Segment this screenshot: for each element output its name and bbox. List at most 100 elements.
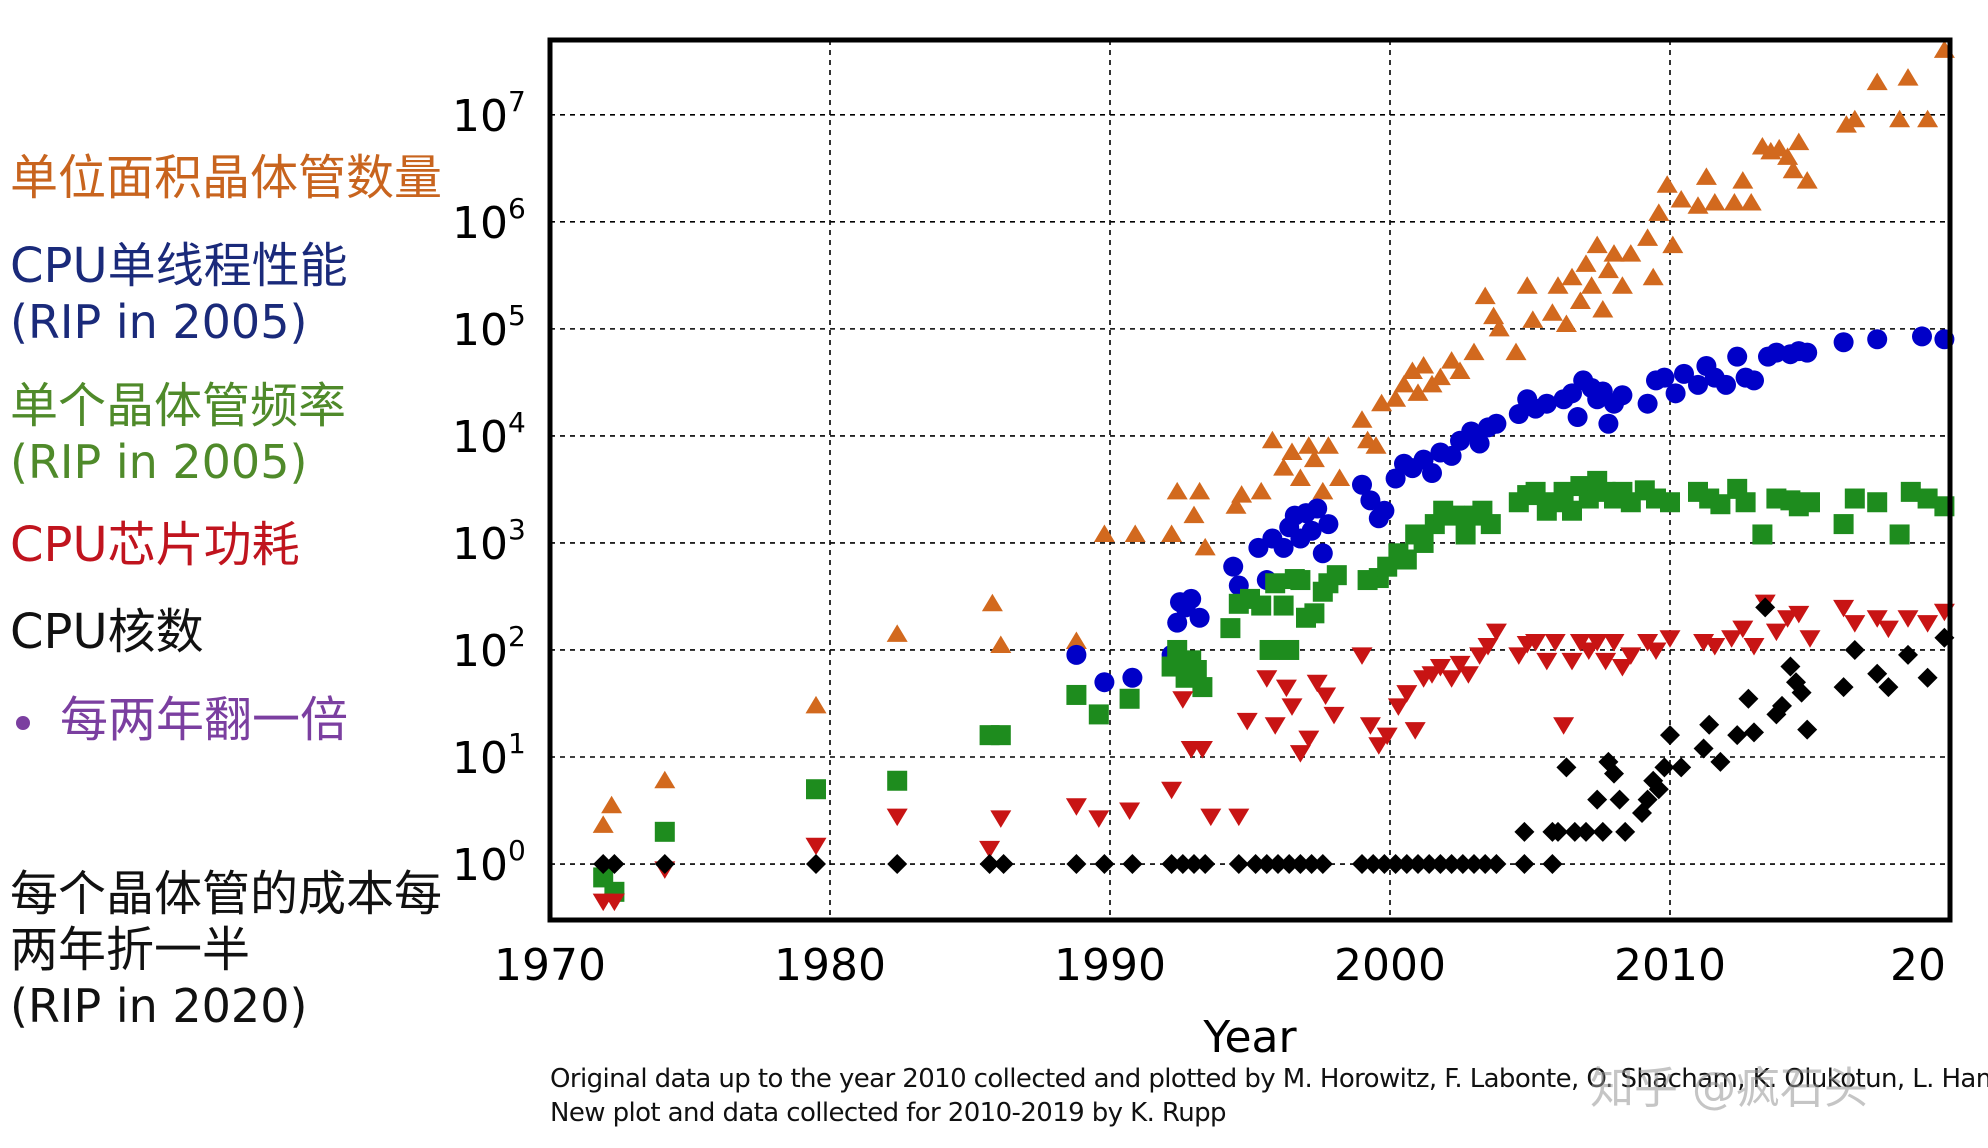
y-tick-base: 10 bbox=[452, 840, 508, 891]
x-tick-label: 2010 bbox=[1614, 940, 1726, 991]
cores-point bbox=[1195, 854, 1216, 875]
transistor-count-point bbox=[1413, 355, 1435, 374]
y-tick-label: 105 bbox=[452, 299, 526, 356]
y-tick-exponent: 7 bbox=[508, 85, 526, 118]
single-thread-point bbox=[1181, 588, 1202, 609]
cores-point bbox=[1542, 854, 1563, 875]
cores-point bbox=[1161, 854, 1182, 875]
transistor-count-point bbox=[1889, 109, 1911, 128]
single-thread-point bbox=[1223, 556, 1244, 577]
power-point bbox=[1620, 647, 1642, 665]
power-point bbox=[1917, 615, 1939, 633]
transistor-count-point bbox=[1522, 310, 1544, 328]
cores-point bbox=[1245, 854, 1266, 875]
frequency-point bbox=[1455, 524, 1476, 545]
watermark: 知乎 @疯石头 bbox=[1590, 1063, 1868, 1114]
power-point bbox=[886, 808, 908, 827]
cores-point bbox=[1564, 821, 1585, 842]
power-point bbox=[1088, 810, 1110, 828]
legend-cost-line1: 每个晶体管的成本每 bbox=[10, 866, 443, 922]
power-point bbox=[1743, 638, 1765, 656]
transistor-count-point bbox=[1866, 72, 1888, 91]
single-thread-point bbox=[1716, 374, 1736, 395]
frequency-point bbox=[1251, 595, 1272, 616]
single-thread-point bbox=[1567, 407, 1588, 428]
transistor-count-point bbox=[1642, 267, 1664, 286]
power-point bbox=[979, 840, 1001, 859]
power-point bbox=[1161, 781, 1183, 800]
cores-point bbox=[1878, 677, 1899, 698]
cores-point bbox=[1290, 854, 1311, 875]
y-tick-label: 107 bbox=[452, 85, 526, 142]
frequency-point bbox=[1800, 492, 1820, 513]
single-thread-point bbox=[1441, 445, 1462, 466]
cores-point bbox=[1556, 757, 1577, 778]
transistor-count-point bbox=[1547, 276, 1569, 294]
single-thread-point bbox=[1637, 393, 1658, 414]
x-tick-label: 2000 bbox=[1334, 940, 1446, 991]
power-point bbox=[1477, 638, 1499, 656]
y-tick-label: 104 bbox=[452, 406, 526, 463]
cores-point bbox=[1576, 821, 1596, 842]
transistor-count-point bbox=[1250, 481, 1272, 500]
transistor-count-point bbox=[1365, 436, 1387, 454]
power-point bbox=[1765, 623, 1787, 642]
cores-point bbox=[1514, 821, 1535, 842]
frequency-point bbox=[1889, 524, 1910, 545]
cores-point bbox=[1898, 644, 1918, 665]
frequency-point bbox=[1192, 677, 1213, 698]
single-thread-point bbox=[1307, 498, 1328, 519]
legend-cores: CPU核数 bbox=[10, 604, 204, 660]
single-thread-point bbox=[1654, 367, 1675, 388]
single-thread-point bbox=[1833, 332, 1854, 353]
cores-point bbox=[1475, 854, 1496, 875]
transistor-count-point bbox=[1429, 367, 1451, 386]
transistor-count-point bbox=[592, 815, 614, 833]
cores-point bbox=[1710, 751, 1731, 772]
power-point bbox=[1449, 655, 1471, 674]
legend-frequency: 单个晶体管频率 (RIP in 2005) bbox=[10, 378, 346, 490]
power-point bbox=[1536, 652, 1558, 671]
transistor-count-point bbox=[1401, 361, 1423, 379]
transistor-count-point bbox=[1768, 138, 1790, 157]
cores-point bbox=[1660, 725, 1680, 746]
power-point bbox=[1065, 798, 1087, 816]
transistor-count-point bbox=[1065, 631, 1087, 649]
frequency-point bbox=[1413, 532, 1434, 553]
frequency-point bbox=[1735, 492, 1756, 513]
cores-point bbox=[1094, 854, 1115, 875]
single-thread-point bbox=[1312, 543, 1333, 564]
frequency-point bbox=[1279, 639, 1300, 660]
transistor-count-point bbox=[1488, 318, 1510, 337]
single-thread-point bbox=[1744, 370, 1764, 391]
cores-point bbox=[1592, 821, 1613, 842]
credits-line-1: Original data up to the year 2010 collec… bbox=[550, 1064, 1988, 1094]
y-tick-label: 101 bbox=[452, 727, 526, 784]
power-point bbox=[1508, 647, 1530, 665]
transistor-count-point bbox=[1740, 192, 1762, 211]
frequency-point bbox=[1900, 481, 1921, 502]
single-thread-point bbox=[1360, 490, 1381, 511]
power-point bbox=[805, 837, 827, 856]
power-point bbox=[1457, 666, 1479, 684]
cores-point bbox=[1615, 821, 1636, 842]
transistor-count-point bbox=[1303, 449, 1325, 468]
cores-point bbox=[1374, 854, 1395, 875]
power-point bbox=[1544, 633, 1566, 652]
y-tick-base: 10 bbox=[452, 305, 508, 356]
cores-point bbox=[806, 854, 826, 875]
power-point bbox=[1236, 712, 1258, 731]
cores-point bbox=[1352, 854, 1372, 875]
transistor-count-point bbox=[1569, 291, 1591, 310]
power-point bbox=[1525, 633, 1547, 652]
cores-point bbox=[1548, 821, 1568, 842]
frequency-point bbox=[1444, 505, 1465, 526]
y-tick-exponent: 2 bbox=[508, 620, 526, 653]
y-tick-base: 10 bbox=[452, 198, 508, 249]
cores-point bbox=[1637, 789, 1658, 810]
power-point bbox=[1659, 630, 1681, 648]
transistor-count-point bbox=[1351, 410, 1373, 428]
single-thread-point bbox=[1688, 374, 1708, 395]
cores-point bbox=[1699, 714, 1720, 735]
frequency-point bbox=[1562, 500, 1582, 521]
